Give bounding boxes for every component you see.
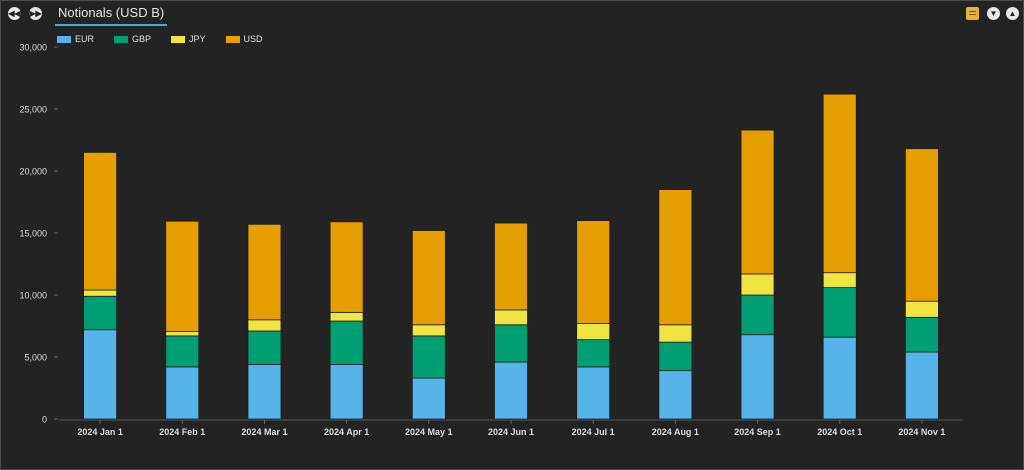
legend-swatch [171,35,186,43]
legend-swatch [225,35,240,43]
collapse-icon[interactable]: ▲ [1006,7,1019,20]
x-tick-label: 2024 Feb 1 [159,427,205,437]
bar-eur [658,370,693,420]
bar-gbp [247,330,282,365]
bar-gbp [494,324,528,363]
x-tick-label: 2024 Jan 1 [77,427,123,437]
legend-label: EUR [75,34,95,44]
legend-swatch [57,35,71,43]
expand-icon[interactable]: ▼ [987,7,1000,20]
bar-usd [329,221,364,313]
bar-jpy [658,324,693,343]
y-tick-label: 10,000 [19,291,47,301]
bar-gbp [576,339,611,368]
bar-jpy [83,289,117,297]
bar-usd [822,93,857,274]
bar-gbp [411,335,446,379]
bar-gbp [658,341,693,372]
bar-eur [576,366,611,420]
y-tick-label: 15,000 [19,229,47,239]
forward-icon[interactable]: ▶▶ [29,7,42,20]
bar-usd [658,189,693,326]
y-tick-label: 30,000 [19,43,47,53]
bar-usd [83,152,117,291]
x-tick-label: 2024 Sep 1 [734,427,781,437]
bar-jpy [905,300,939,318]
y-tick-label: 5,000 [24,353,47,363]
legend-item-eur[interactable]: EUR [57,34,94,44]
bar-eur [411,377,446,420]
y-tick-label: 25,000 [19,105,47,115]
bar-gbp [740,294,775,336]
sheet-icon[interactable] [966,7,979,20]
legend-item-jpy[interactable]: JPY [171,34,206,44]
x-tick-label: 2024 Mar 1 [241,427,287,437]
bar-jpy [822,272,857,288]
bar-gbp [165,335,200,368]
bar-gbp [905,316,939,353]
bar-eur [329,364,364,420]
bar-eur [494,361,528,420]
bar-eur [905,351,939,420]
x-tick-label: 2024 May 1 [405,427,453,437]
bar-jpy [329,311,364,322]
bar-gbp [329,320,364,365]
legend-label: GBP [132,34,152,44]
bar-eur [247,364,282,420]
bar-jpy [740,273,775,296]
x-tick-label: 2024 Apr 1 [324,427,369,437]
bar-jpy [247,319,282,332]
bar-eur [83,329,117,420]
bar-jpy [494,309,528,326]
legend-label: USD [243,34,263,44]
x-tick-label: 2024 Oct 1 [817,427,862,437]
x-tick-label: 2024 Nov 1 [898,427,945,437]
stacked-bar-chart: 0 5,000 10,000 15,000 20,000 25,000 30,000 2024… [19,43,963,437]
legend-item-gbp[interactable]: GBP [114,34,151,44]
bar-usd [905,148,939,302]
bar-jpy [165,331,200,337]
bar-jpy [576,323,611,341]
bar-jpy [411,324,446,337]
x-tick-label: 2024 Jul 1 [572,427,615,437]
x-tick-label: 2024 Jun 1 [488,427,534,437]
legend-label: JPY [189,34,206,44]
bar-usd [411,230,446,326]
chart-legend: EUR GBP JPY USD [57,34,263,44]
x-tick-label: 2024 Aug 1 [652,427,699,437]
y-tick-label: 0 [42,415,47,425]
bar-usd [740,129,775,275]
bar-usd [494,222,528,311]
bar-gbp [83,295,117,331]
panel-titlebar: ◀◀ ▶▶ Notionals (USD B) ▼ ▲ [1,1,1023,27]
y-tick-label: 20,000 [19,167,47,177]
bar-gbp [822,287,857,338]
bar-eur [822,336,857,420]
bar-eur [740,334,775,420]
legend-swatch [114,35,129,43]
tab-notionals[interactable]: Notionals (USD B) [55,4,168,26]
bar-usd [576,220,611,324]
legend-item-usd[interactable]: USD [225,34,263,44]
bar-usd [247,223,282,321]
bar-usd [165,220,200,332]
back-icon[interactable]: ◀◀ [8,7,21,20]
bar-eur [165,366,200,420]
